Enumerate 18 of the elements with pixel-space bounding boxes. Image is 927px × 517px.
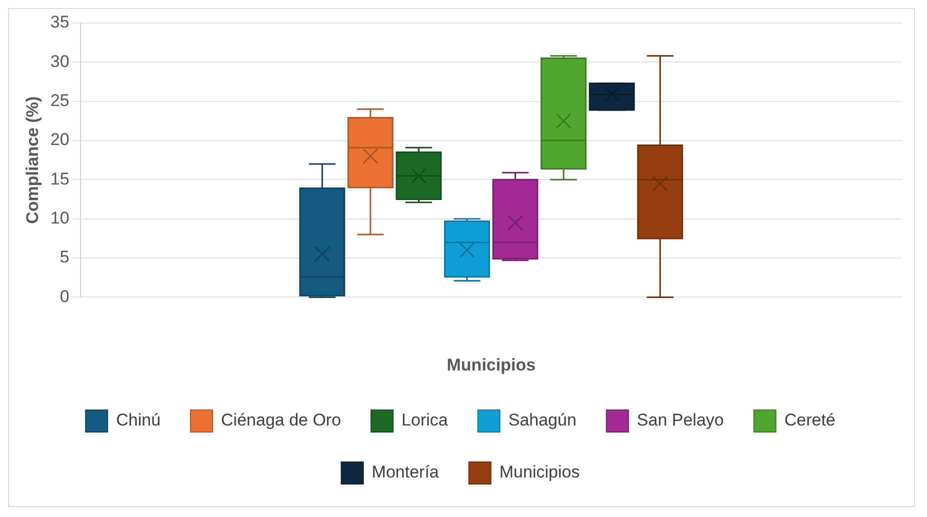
y-tick-label: 5 [60, 248, 70, 267]
y-tick-label: 15 [50, 169, 70, 188]
legend-label: Chinú [116, 410, 161, 430]
y-tick-label: 10 [50, 208, 70, 228]
legend-label: Montería [372, 462, 440, 482]
y-tick-label: 20 [50, 130, 70, 150]
y-tick-label: 30 [50, 52, 70, 71]
legend-label: Sahagún [508, 410, 576, 430]
legend-label: Cereté [784, 410, 836, 430]
x-axis-title: Municipios [446, 355, 536, 374]
legend-label: Municipios [499, 462, 580, 482]
legend-label: Ciénaga de Oro [221, 410, 342, 430]
y-axis-title: Compliance (%) [22, 96, 42, 224]
legend-label: Lorica [402, 410, 448, 430]
y-tick-label: 35 [50, 12, 70, 32]
y-tick-label: 0 [60, 286, 70, 306]
legend-label: San Pelayo [636, 410, 724, 430]
y-tick-label: 25 [50, 91, 70, 110]
